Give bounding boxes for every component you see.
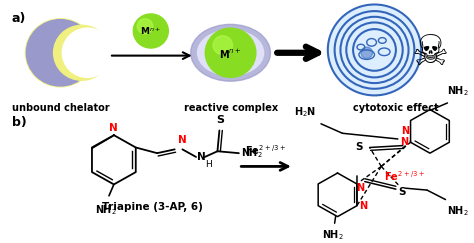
Circle shape [205, 28, 256, 78]
Text: H$_2$N: H$_2$N [294, 105, 316, 119]
Circle shape [133, 14, 168, 48]
Text: NH$_2$: NH$_2$ [447, 84, 469, 98]
Text: S: S [216, 115, 224, 125]
Text: N: N [356, 183, 364, 193]
Text: a): a) [12, 12, 26, 25]
Ellipse shape [54, 25, 110, 80]
Text: M$^{n+}$: M$^{n+}$ [219, 48, 242, 61]
Text: Triapine (3-AP, 6): Triapine (3-AP, 6) [102, 202, 203, 212]
Text: cytotoxic effect: cytotoxic effect [353, 103, 439, 113]
Text: Fe$^{2+/3+}$: Fe$^{2+/3+}$ [245, 143, 286, 157]
Text: S: S [398, 187, 405, 197]
Text: b): b) [12, 116, 27, 129]
Text: N: N [197, 152, 206, 162]
Circle shape [137, 19, 153, 34]
Ellipse shape [27, 20, 94, 86]
Text: N: N [178, 135, 186, 145]
Text: M$^{n+}$: M$^{n+}$ [140, 25, 161, 37]
Circle shape [329, 5, 420, 95]
Text: ☠: ☠ [411, 32, 448, 74]
Ellipse shape [198, 30, 264, 76]
Text: N: N [359, 201, 367, 211]
Ellipse shape [191, 24, 271, 81]
Circle shape [213, 36, 233, 55]
Text: NH$_2$: NH$_2$ [322, 228, 344, 242]
Ellipse shape [26, 19, 95, 87]
Text: NH$_2$: NH$_2$ [241, 146, 263, 160]
Text: S: S [356, 142, 363, 152]
Text: N: N [401, 126, 410, 136]
Ellipse shape [62, 28, 113, 78]
Text: N: N [401, 137, 409, 147]
Text: NH$_2$: NH$_2$ [95, 203, 117, 217]
Text: N: N [109, 123, 118, 133]
Text: Fe$^{2+/3+}$: Fe$^{2+/3+}$ [384, 169, 425, 183]
Text: H: H [205, 160, 211, 169]
Text: NH$_2$: NH$_2$ [447, 204, 469, 218]
Circle shape [361, 47, 373, 59]
Text: unbound chelator: unbound chelator [11, 103, 109, 113]
Text: reactive complex: reactive complex [183, 103, 278, 113]
